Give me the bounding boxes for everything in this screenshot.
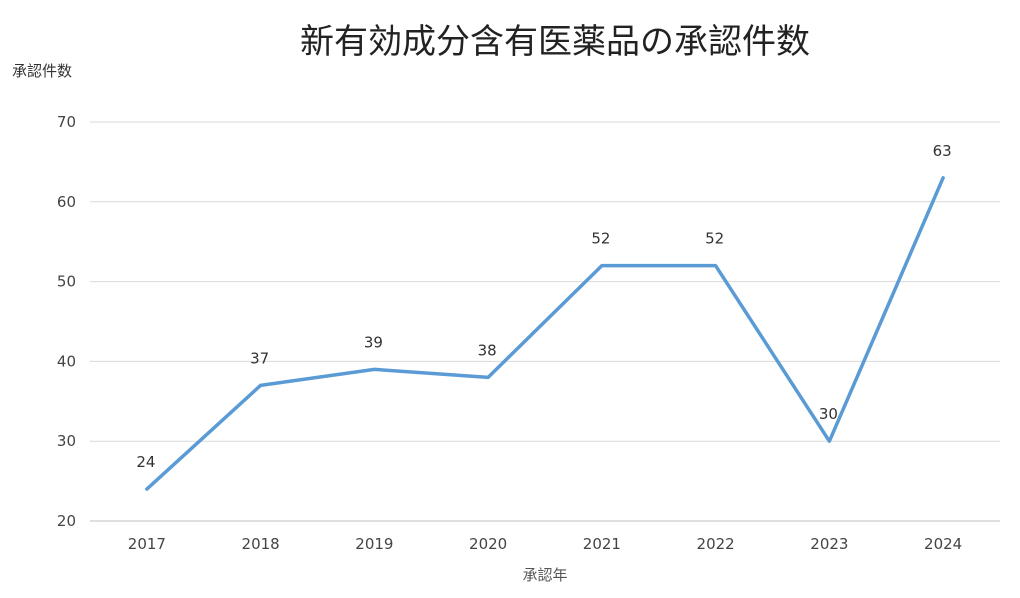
data-label: 52 (705, 230, 724, 248)
y-axis-label: 承認件数 (12, 62, 73, 80)
y-tick-label: 40 (57, 352, 76, 370)
series-line (145, 176, 945, 491)
y-tick-label: 50 (57, 273, 76, 291)
data-label: 24 (136, 453, 155, 471)
x-axis-ticks: 2017 2018 2019 2020 2021 2022 2023 2024 (128, 535, 962, 553)
data-labels: 24 37 39 38 52 52 30 63 (136, 142, 951, 471)
data-label: 52 (591, 230, 610, 248)
x-axis-label: 承認年 (522, 566, 568, 584)
y-tick-label: 60 (57, 193, 76, 211)
data-label: 39 (364, 333, 383, 351)
y-axis-ticks: 20 30 40 50 60 70 (57, 113, 76, 530)
data-label: 37 (250, 349, 269, 367)
data-label: 30 (819, 405, 838, 423)
x-tick-label: 2024 (924, 535, 962, 553)
x-tick-label: 2023 (810, 535, 848, 553)
x-tick-label: 2021 (583, 535, 621, 553)
y-tick-label: 70 (57, 113, 76, 131)
x-tick-label: 2022 (697, 535, 735, 553)
x-tick-label: 2020 (469, 535, 507, 553)
y-tick-label: 30 (57, 432, 76, 450)
data-label: 63 (933, 142, 952, 160)
series-group (145, 176, 945, 491)
chart-title: 新有効成分含有医薬品の承認件数 (300, 22, 810, 62)
gridlines (90, 121, 1000, 522)
data-label: 38 (478, 341, 497, 359)
y-tick-label: 20 (57, 512, 76, 530)
x-tick-label: 2018 (242, 535, 280, 553)
x-tick-label: 2019 (355, 535, 393, 553)
x-tick-label: 2017 (128, 535, 166, 553)
